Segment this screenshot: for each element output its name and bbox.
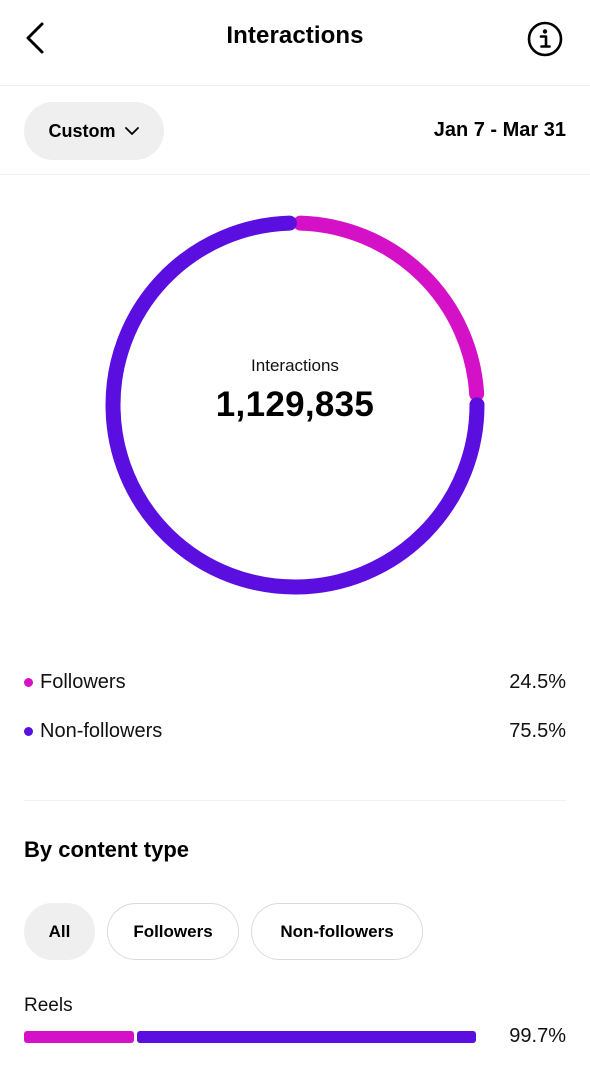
- content-type-tabs: All Followers Non-followers: [24, 903, 423, 960]
- legend-label: Followers: [40, 670, 126, 693]
- date-range-dropdown-label: Custom: [48, 120, 116, 141]
- legend-item-non-followers: Non-followers 75.5%: [24, 716, 566, 746]
- back-button[interactable]: [24, 18, 64, 58]
- date-range-dropdown[interactable]: Custom: [24, 102, 164, 160]
- content-row-label: Reels: [24, 995, 73, 1016]
- chevron-left-icon: [26, 22, 44, 54]
- section-title: By content type: [24, 837, 190, 862]
- content-row-value: 99.7%: [509, 1025, 566, 1047]
- info-button[interactable]: [526, 20, 564, 58]
- non-followers-dot: [24, 726, 33, 736]
- bar-segment-non-followers: [136, 1031, 476, 1043]
- info-circle-icon: [527, 21, 563, 57]
- filter-row: Custom Jan 7 - Mar 31: [0, 87, 590, 175]
- followers-dot: [24, 677, 33, 687]
- reels-stacked-bar: [24, 1031, 477, 1043]
- page-title: Interactions: [226, 22, 364, 49]
- donut-center: Interactions 1,129,835: [105, 356, 485, 425]
- legend-item-followers: Followers 24.5%: [24, 667, 566, 697]
- legend-value: 75.5%: [509, 719, 566, 742]
- date-range-text: Jan 7 - Mar 31: [433, 119, 566, 141]
- donut-chart-svg: [105, 215, 485, 595]
- donut-slice-non-followers: [105, 215, 485, 595]
- donut-center-value: 1,129,835: [215, 385, 375, 424]
- chevron-down-icon: [124, 127, 139, 135]
- tab-all[interactable]: All: [24, 903, 95, 960]
- donut-slice-followers: [293, 215, 485, 402]
- donut-center-label: Interactions: [251, 356, 339, 375]
- legend-value: 24.5%: [509, 670, 566, 693]
- divider: [24, 800, 566, 801]
- interactions-donut-chart: Interactions 1,129,835: [105, 215, 485, 595]
- tab-followers[interactable]: Followers: [107, 903, 239, 960]
- legend-label: Non-followers: [40, 719, 163, 742]
- top-bar: Interactions: [0, 0, 590, 86]
- bar-segment-followers: [24, 1031, 134, 1043]
- tab-non-followers[interactable]: Non-followers: [251, 903, 423, 960]
